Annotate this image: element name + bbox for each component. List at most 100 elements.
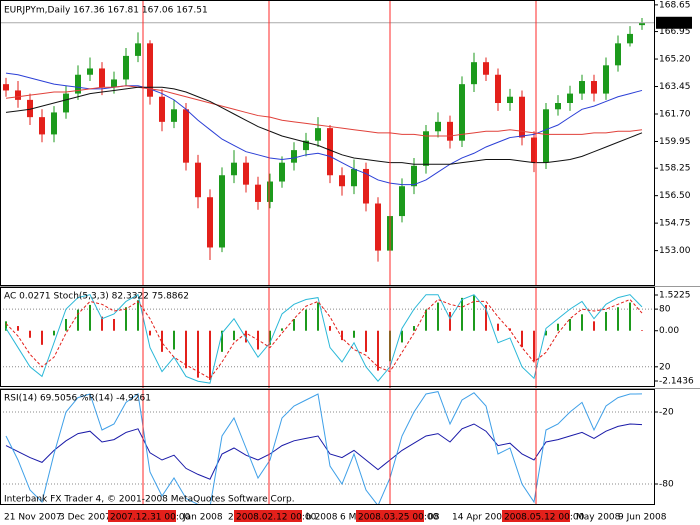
histogram-bar (137, 300, 139, 331)
candle-body (39, 117, 45, 135)
histogram-bar (617, 307, 619, 331)
candle-body (183, 109, 189, 163)
candle-body (411, 165, 417, 187)
candle-body (111, 79, 117, 88)
x-tick-label: 29 (228, 513, 240, 523)
x-label-highlight (108, 510, 176, 522)
candle-body (75, 74, 81, 94)
histogram-bar (377, 330, 379, 371)
histogram-bar (185, 330, 187, 369)
histogram-bar (77, 309, 79, 331)
histogram-bar (569, 318, 571, 331)
histogram-bar (269, 330, 271, 345)
histogram-bar (245, 330, 247, 343)
histogram-bar (341, 330, 343, 341)
histogram-bar (53, 330, 55, 336)
y-tick-label: 159.95 (659, 137, 691, 147)
frame (0, 389, 655, 505)
chart-title: EURJPYm,Daily 167.36 167.81 167.06 167.5… (4, 6, 208, 16)
histogram-bar (365, 330, 367, 352)
histogram-bar (281, 328, 283, 331)
last-price-box (656, 16, 692, 29)
candle-body (171, 109, 177, 122)
candle-body (303, 140, 309, 151)
candle-body (363, 168, 369, 204)
y-tick-label: 165.20 (659, 55, 691, 65)
candle-body (231, 162, 237, 176)
histogram-bar (221, 330, 223, 352)
panel-title: AC 0.0271 Stoch(5,3,3) 82.3322 75.8862 (4, 292, 189, 302)
y-tick-label: -20 (659, 408, 674, 418)
candle-body (147, 43, 153, 97)
histogram-bar (233, 330, 235, 341)
frame (0, 287, 655, 387)
candle-body (591, 81, 597, 94)
panel-title: RSI(14) 69.5056 %R(14) -4.9261 (4, 394, 151, 404)
candle-body (255, 184, 261, 202)
y-tick-label: 0.00 (659, 326, 679, 336)
candle-body (351, 168, 357, 187)
x-tick-label: 2008.05.12 00:00 (504, 513, 585, 523)
candle-body (507, 96, 513, 104)
histogram-bar (5, 321, 7, 331)
histogram-bar (113, 318, 115, 331)
y-tick-label: 154.75 (659, 219, 691, 229)
x-tick-label: 21 Nov 2007 (4, 513, 62, 523)
histogram-bar (149, 330, 151, 336)
candle-body (123, 55, 129, 80)
y-tick-label: -80 (659, 480, 674, 490)
copyright: Interbank FX Trader 4, © 2001-2008 MetaQ… (4, 495, 295, 505)
y-tick-label: 168.65 (659, 0, 691, 10)
x-tick-label: 14 Apr 2008 (452, 513, 508, 523)
x-tick-label: 6 Ma (340, 513, 362, 523)
candle-body (483, 62, 489, 75)
x-tick-label: Jan 2008 (182, 513, 223, 523)
indicator-line (5, 298, 643, 379)
histogram-bar (521, 330, 523, 348)
histogram-bar (209, 330, 211, 380)
histogram-bar (305, 309, 307, 331)
histogram-bar (161, 330, 163, 352)
x-tick-label: 08 (428, 513, 440, 523)
histogram-bar (101, 316, 103, 331)
candle-body (555, 103, 561, 110)
candle-body (63, 93, 69, 113)
y-tick-label: 158.25 (659, 164, 691, 174)
candle-body (15, 90, 21, 100)
panel-frames (0, 0, 700, 505)
x-label-highlight (234, 510, 302, 522)
candle-body (423, 131, 429, 166)
candle-body (615, 43, 621, 66)
histogram-bar (641, 330, 643, 331)
y-tick-label: 20 (659, 362, 671, 372)
candle-body (375, 203, 381, 251)
candle-body (579, 81, 585, 94)
candle-body (327, 128, 333, 176)
candle-body (87, 68, 93, 75)
candle-body (339, 175, 345, 187)
histogram-bar (425, 309, 427, 331)
histogram-bar (125, 307, 127, 331)
histogram-bar (449, 311, 451, 331)
candle-body (243, 162, 249, 185)
panel-labels: EURJPYm,Daily 167.36 167.81 167.06 167.5… (4, 0, 694, 504)
histogram-bar (545, 330, 547, 336)
candle-body (195, 162, 201, 198)
y-tick-label: 156.50 (659, 191, 691, 201)
candle-body (27, 99, 33, 118)
candle-body (51, 112, 57, 135)
candle-body (99, 68, 105, 88)
candle-body (219, 175, 225, 248)
histogram-bar (497, 323, 499, 331)
histogram-bar (629, 302, 631, 331)
y-tick-label: -2.1436 (659, 377, 694, 387)
histogram-bar (461, 297, 463, 331)
candle-body (543, 109, 549, 163)
histogram-bar (89, 304, 91, 331)
candle-body (279, 162, 285, 182)
histogram-bar (605, 311, 607, 331)
histogram-bar (317, 302, 319, 331)
candle-body (207, 197, 213, 248)
histogram-bar (593, 321, 595, 331)
